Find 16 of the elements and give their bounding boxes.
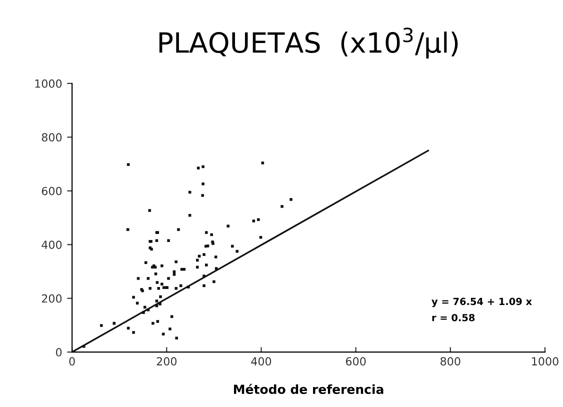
annotation: r = 0.58 xyxy=(432,314,475,322)
annotation: y = 76.54 + 1.09 x xyxy=(432,298,532,308)
y-tick-label: 800 xyxy=(42,133,62,142)
x-tick-label: 0 xyxy=(69,357,75,366)
y-tick-label: 200 xyxy=(42,294,62,303)
x-tick-label: 400 xyxy=(251,357,272,366)
x-tick-label: 1000 xyxy=(532,357,558,366)
y-tick-label: 1000 xyxy=(35,79,62,88)
y-tick-label: 0 xyxy=(56,348,62,356)
y-tick-label: 600 xyxy=(42,186,62,196)
y-tick-label: 400 xyxy=(42,240,62,249)
x-tick-label: 600 xyxy=(346,357,366,366)
chart-title: PLAQUETAS (x10$^{3}$/µl) xyxy=(159,28,458,58)
x-axis-title: Método de referencia xyxy=(234,384,384,394)
x-tick-label: 200 xyxy=(156,357,177,366)
x-tick-label: 800 xyxy=(440,357,460,366)
